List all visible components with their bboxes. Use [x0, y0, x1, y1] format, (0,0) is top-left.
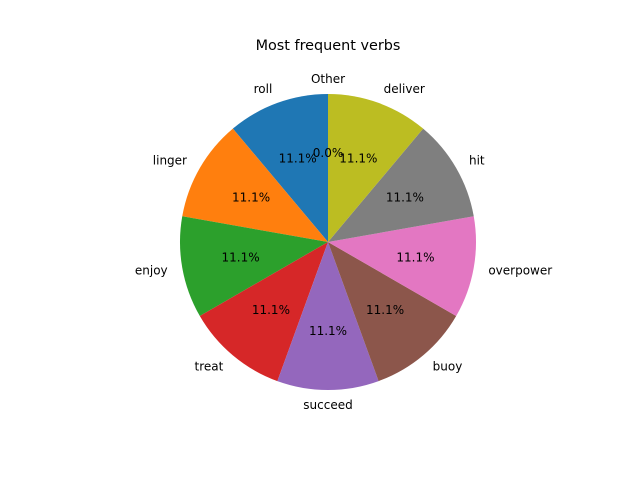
percent-label-roll: 11.1%	[279, 152, 317, 166]
percent-label-linger: 11.1%	[232, 191, 270, 205]
percent-label-other: 0.0%	[313, 146, 344, 160]
category-label-succeed: succeed	[303, 398, 352, 412]
pie-slice-deliver	[328, 94, 424, 242]
pie-slice-overpower	[328, 216, 476, 316]
category-labels: roll linger enjoy treat succeed buoy overpower…	[135, 72, 552, 412]
pie-slice-roll	[232, 94, 328, 242]
pie-slice-succeed	[277, 242, 379, 390]
percent-label-deliver: 11.1%	[339, 152, 377, 166]
percent-label-overpower: 11.1%	[396, 250, 434, 264]
percent-label-enjoy: 11.1%	[221, 250, 259, 264]
percent-label-hit: 11.1%	[386, 191, 424, 205]
percent-label-treat: 11.1%	[252, 303, 290, 317]
category-label-linger: linger	[153, 154, 187, 168]
pie-slice-hit	[328, 128, 474, 242]
percent-label-succeed: 11.1%	[309, 324, 347, 338]
category-label-enjoy: enjoy	[135, 263, 168, 277]
category-label-buoy: buoy	[433, 360, 463, 374]
pie-slice-linger	[182, 128, 328, 242]
percent-labels: 11.1% 11.1% 11.1% 11.1% 11.1% 11.1% 11.1% 11.1%…	[221, 146, 434, 338]
category-label-deliver: deliver	[384, 82, 425, 96]
pie-slice-enjoy	[180, 216, 328, 316]
category-label-other: Other	[311, 72, 345, 86]
chart-title: Most frequent verbs	[256, 38, 401, 54]
percent-label-buoy: 11.1%	[366, 303, 404, 317]
category-label-overpower: overpower	[488, 263, 552, 277]
category-label-roll: roll	[254, 82, 273, 96]
category-label-treat: treat	[195, 360, 224, 374]
pie-slice-treat	[199, 242, 328, 382]
pie-slice-buoy	[328, 242, 457, 382]
pie-wedges	[180, 94, 476, 390]
category-label-hit: hit	[469, 154, 485, 168]
